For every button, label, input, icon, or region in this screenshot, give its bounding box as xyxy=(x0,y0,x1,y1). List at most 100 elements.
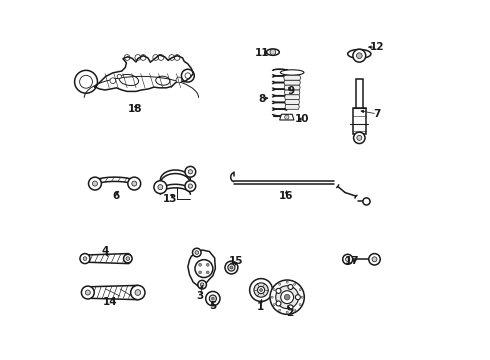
Circle shape xyxy=(195,260,213,278)
Circle shape xyxy=(128,177,141,190)
Polygon shape xyxy=(280,114,294,120)
Circle shape xyxy=(271,296,273,298)
Circle shape xyxy=(294,283,296,285)
Text: 5: 5 xyxy=(209,301,217,311)
Text: 7: 7 xyxy=(373,109,381,119)
Polygon shape xyxy=(285,104,299,109)
Circle shape xyxy=(285,115,289,119)
Circle shape xyxy=(176,77,182,83)
Circle shape xyxy=(276,301,281,306)
Circle shape xyxy=(363,198,370,205)
Circle shape xyxy=(185,181,196,192)
Circle shape xyxy=(273,303,275,306)
Circle shape xyxy=(369,253,380,265)
Circle shape xyxy=(258,287,265,294)
Ellipse shape xyxy=(348,49,371,58)
Circle shape xyxy=(200,283,204,287)
Circle shape xyxy=(158,185,163,190)
Circle shape xyxy=(254,283,268,297)
Text: 4: 4 xyxy=(101,246,109,256)
Circle shape xyxy=(270,280,304,314)
Circle shape xyxy=(89,177,101,190)
Circle shape xyxy=(188,170,193,174)
Circle shape xyxy=(270,49,276,55)
Circle shape xyxy=(199,264,201,266)
Circle shape xyxy=(195,251,198,254)
Circle shape xyxy=(301,296,303,298)
Circle shape xyxy=(135,290,141,296)
Text: 11: 11 xyxy=(255,48,270,58)
Circle shape xyxy=(372,257,377,262)
Circle shape xyxy=(279,309,281,311)
Circle shape xyxy=(206,271,209,274)
Circle shape xyxy=(81,286,94,299)
Circle shape xyxy=(354,132,365,144)
Circle shape xyxy=(154,181,167,194)
Circle shape xyxy=(279,283,281,285)
Text: 15: 15 xyxy=(229,256,244,266)
Text: 12: 12 xyxy=(370,42,385,52)
Ellipse shape xyxy=(280,70,304,75)
Circle shape xyxy=(276,286,298,309)
Circle shape xyxy=(273,289,275,291)
Polygon shape xyxy=(284,75,300,80)
Circle shape xyxy=(343,254,353,264)
Circle shape xyxy=(206,292,220,306)
Circle shape xyxy=(249,279,272,301)
Circle shape xyxy=(294,309,296,311)
Circle shape xyxy=(353,49,366,62)
Polygon shape xyxy=(284,90,300,95)
Circle shape xyxy=(284,294,290,300)
Polygon shape xyxy=(285,100,299,104)
Text: 1: 1 xyxy=(257,302,264,312)
Circle shape xyxy=(299,289,301,291)
Text: 13: 13 xyxy=(163,194,177,203)
Circle shape xyxy=(260,289,263,292)
Circle shape xyxy=(345,257,350,261)
Circle shape xyxy=(357,135,362,140)
Circle shape xyxy=(295,295,300,300)
Circle shape xyxy=(80,253,90,264)
Circle shape xyxy=(225,261,238,274)
Circle shape xyxy=(209,295,217,302)
Text: 17: 17 xyxy=(345,256,360,266)
Circle shape xyxy=(132,181,137,186)
Polygon shape xyxy=(94,55,193,91)
Circle shape xyxy=(286,281,288,283)
Circle shape xyxy=(281,291,294,303)
Text: 18: 18 xyxy=(128,104,142,114)
Polygon shape xyxy=(188,250,215,287)
Circle shape xyxy=(83,257,87,260)
Circle shape xyxy=(93,181,98,186)
Text: 16: 16 xyxy=(279,191,294,201)
Circle shape xyxy=(299,303,301,306)
Circle shape xyxy=(123,254,132,263)
Circle shape xyxy=(117,74,122,78)
Polygon shape xyxy=(356,79,363,108)
Text: 14: 14 xyxy=(103,297,117,307)
Text: 10: 10 xyxy=(295,114,309,124)
Circle shape xyxy=(188,184,193,188)
Polygon shape xyxy=(285,95,300,100)
Circle shape xyxy=(276,288,281,293)
Circle shape xyxy=(228,264,235,271)
Circle shape xyxy=(110,78,116,84)
Circle shape xyxy=(286,311,288,313)
Circle shape xyxy=(126,257,130,260)
Circle shape xyxy=(211,297,214,300)
Text: 6: 6 xyxy=(112,191,119,201)
Ellipse shape xyxy=(267,49,279,55)
Polygon shape xyxy=(353,108,366,134)
Circle shape xyxy=(185,166,196,177)
Circle shape xyxy=(356,53,362,59)
Circle shape xyxy=(206,264,209,266)
Polygon shape xyxy=(284,85,300,90)
Circle shape xyxy=(198,280,206,289)
Circle shape xyxy=(199,271,201,274)
Circle shape xyxy=(288,305,293,310)
Circle shape xyxy=(288,284,293,289)
Circle shape xyxy=(131,285,145,300)
Text: 8: 8 xyxy=(259,94,266,104)
Text: 2: 2 xyxy=(286,308,294,318)
Polygon shape xyxy=(284,80,300,85)
